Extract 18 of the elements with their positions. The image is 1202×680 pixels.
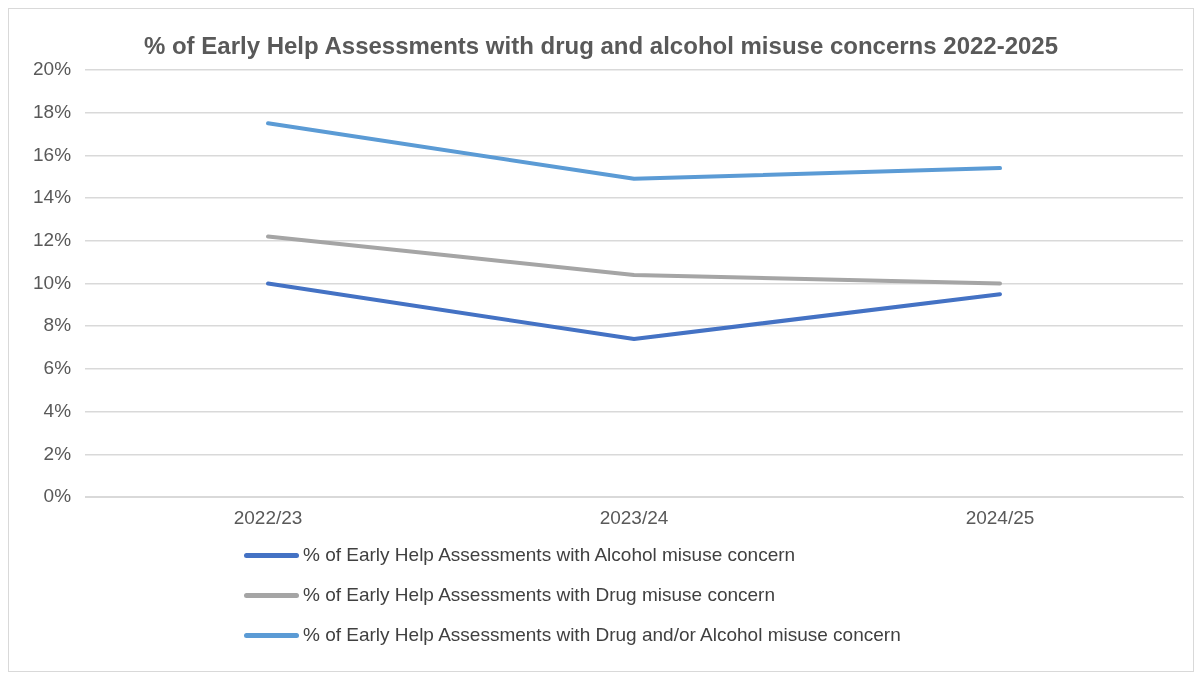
y-tick-label: 2% [43, 442, 72, 464]
x-tick-label: 2024/25 [965, 506, 1035, 528]
legend-label: % of Early Help Assessments with Drug and/or Alcohol misuse concern [303, 624, 901, 646]
y-tick-label: 8% [43, 314, 72, 336]
x-tick-label: 2022/23 [233, 506, 303, 528]
x-tick-label: 2023/24 [599, 506, 669, 528]
y-tick-label: 0% [43, 485, 72, 507]
y-tick-label: 4% [43, 399, 72, 421]
y-tick-label: 12% [33, 228, 72, 250]
y-tick-label: 14% [33, 186, 72, 208]
y-tick-label: 16% [33, 143, 72, 165]
y-tick-label: 6% [43, 357, 72, 379]
chart-title: % of Early Help Assessments with drug and alcohol misuse concerns 2022-2025 [143, 32, 1059, 60]
legend-label: % of Early Help Assessments with Drug misuse concern [303, 584, 776, 606]
y-tick-label: 18% [33, 100, 72, 122]
y-tick-label: 10% [33, 271, 72, 293]
legend-label: % of Early Help Assessments with Alcohol misuse concern [303, 544, 796, 566]
y-tick-label: 20% [33, 58, 72, 80]
